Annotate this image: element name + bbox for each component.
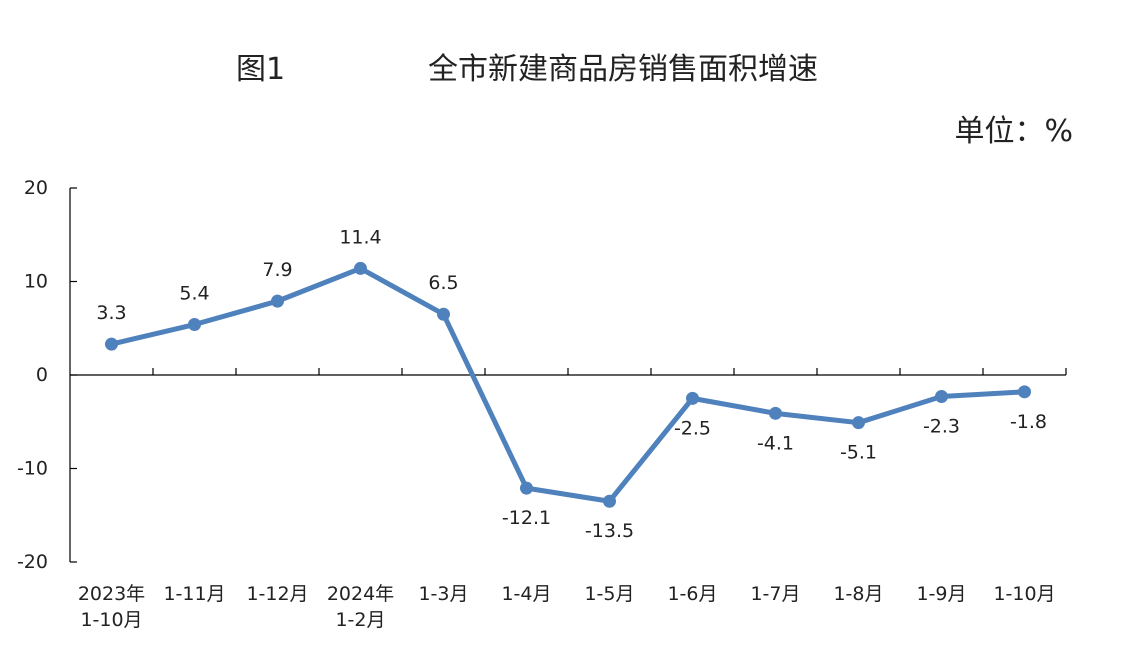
data-label: 6.5 [428, 272, 458, 294]
data-point [271, 294, 284, 308]
data-point [686, 391, 699, 405]
y-tick-label: -20 [17, 551, 48, 573]
data-label: -2.5 [674, 417, 711, 439]
data-point [188, 318, 201, 332]
data-label: -12.1 [502, 507, 551, 529]
data-point [852, 416, 865, 430]
data-label: -13.5 [585, 520, 634, 542]
data-label: 3.3 [96, 302, 126, 324]
y-tick-label: 0 [36, 364, 48, 386]
x-category-label: 1-11月 [163, 583, 225, 605]
x-category-label: 2023年 1-10月 [78, 583, 145, 631]
data-point [1018, 385, 1031, 399]
data-label: 11.4 [339, 226, 381, 248]
data-point [520, 481, 533, 495]
x-category-label: 1-4月 [501, 583, 551, 605]
series-line [109, 265, 1027, 504]
data-label: -1.8 [1010, 411, 1047, 433]
x-category-label: 2024年 1-2月 [327, 583, 394, 631]
data-point [354, 261, 367, 275]
x-category-label: 1-6月 [667, 583, 717, 605]
data-label: -2.3 [923, 416, 960, 438]
figure-label: 图1 [236, 52, 286, 87]
x-category-label: 1-7月 [750, 583, 800, 605]
data-point [769, 406, 782, 420]
x-category-label: 1-9月 [916, 583, 966, 605]
x-category-label: 1-5月 [584, 583, 634, 605]
data-label: -4.1 [757, 432, 794, 454]
y-tick-label: -10 [17, 458, 48, 480]
x-category-label: 1-8月 [833, 583, 883, 605]
data-point [603, 494, 616, 508]
x-category-label: 1-10月 [993, 583, 1055, 605]
x-category-label: 1-3月 [418, 583, 468, 605]
data-point [105, 337, 118, 351]
data-label: -5.1 [840, 442, 877, 464]
x-category-label: 1-12月 [246, 583, 308, 605]
data-label: 5.4 [179, 283, 209, 305]
unit-label: 单位：% [954, 114, 1073, 149]
data-label: 7.9 [262, 259, 292, 281]
y-tick-label: 20 [24, 177, 48, 199]
y-tick-label: 10 [24, 271, 48, 293]
data-point [437, 307, 450, 321]
chart-title: 全市新建商品房销售面积增速 [428, 52, 818, 87]
data-point [935, 390, 948, 404]
